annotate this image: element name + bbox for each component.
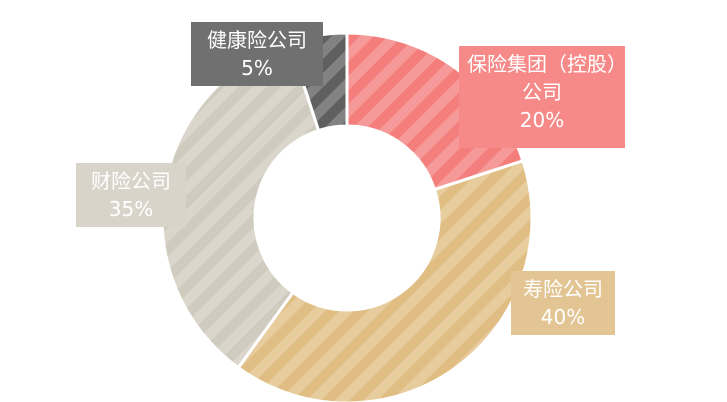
label-life-insurance-value: 40%: [540, 305, 586, 329]
label-health-insurance-value: 5%: [241, 56, 273, 80]
label-insurance-group-name: 保险集团（控股）公司: [467, 52, 617, 104]
label-life-insurance-name: 寿险公司: [523, 277, 603, 301]
label-life-insurance: 寿险公司 40%: [511, 271, 615, 335]
label-insurance-group: 保险集团（控股）公司 20%: [459, 46, 625, 148]
slice-insurance-group: [345, 31, 525, 192]
slices-group: [160, 31, 534, 402]
label-insurance-group-value: 20%: [519, 108, 565, 132]
label-health-insurance-name: 健康险公司: [207, 28, 307, 52]
label-health-insurance: 健康险公司 5%: [191, 22, 323, 86]
label-property-insurance-value: 35%: [108, 197, 154, 221]
label-property-insurance: 财险公司 35%: [76, 163, 186, 227]
label-property-insurance-name: 财险公司: [91, 169, 171, 193]
